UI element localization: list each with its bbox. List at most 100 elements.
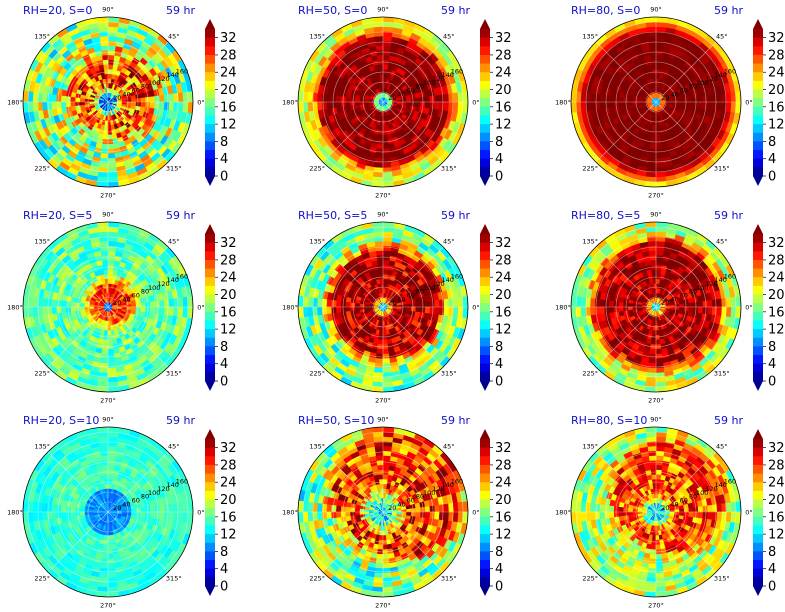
heat-cell: [321, 101, 328, 111]
heat-cell: [316, 306, 323, 316]
heat-cell: [99, 40, 109, 47]
heat-cell: [650, 134, 657, 141]
angle-tick-label: 315°: [166, 164, 182, 172]
colorbar-extend-top: [753, 19, 763, 29]
colorbar-segment: [205, 355, 215, 365]
heat-cell: [647, 162, 657, 169]
colorbar-segment: [480, 115, 490, 125]
heat-cell: [410, 306, 417, 312]
heat-cell: [107, 250, 116, 256]
heat-cell: [608, 101, 615, 109]
heat-cell: [321, 306, 328, 316]
heat-cell: [326, 101, 332, 110]
heat-cell: [651, 125, 657, 131]
colorbar-segment: [753, 132, 763, 142]
heat-cell: [163, 306, 170, 316]
heat-cell: [378, 129, 384, 136]
polar-panel: RH=20, S=5 59 hr0°45°90°135°180°225°270°3…: [7, 209, 236, 405]
heat-cell: [126, 101, 132, 106]
heat-cell: [655, 68, 661, 75]
heat-cell: [46, 298, 53, 308]
heat-cell: [655, 54, 663, 61]
colorbar-segment: [753, 29, 763, 39]
colorbar-segment: [480, 355, 490, 365]
colorbar-tick-label: 16: [220, 305, 237, 320]
radial-tick-label: 20: [388, 299, 396, 307]
polar-panel: RH=50, S=0 59 hr0°45°90°135°180°225°270°3…: [282, 4, 511, 200]
colorbar-segment: [205, 98, 215, 108]
heat-cell: [382, 157, 392, 164]
colorbar-segment: [480, 363, 490, 373]
heat-cell: [168, 101, 175, 111]
colorbar-segment: [480, 372, 490, 382]
angle-tick-label: 225°: [309, 164, 325, 172]
heat-cell: [107, 362, 117, 369]
colorbar-segment: [205, 311, 215, 321]
heat-cell: [382, 40, 392, 47]
colorbar-segment: [480, 106, 490, 116]
colorbar-segment: [753, 63, 763, 73]
heat-cell: [434, 306, 440, 315]
heat-cell: [438, 101, 445, 111]
heat-cell: [107, 245, 117, 252]
heat-cell: [382, 283, 387, 289]
heat-cell: [382, 259, 390, 266]
heat-cell: [374, 157, 384, 164]
heat-cell: [438, 93, 445, 103]
heat-cell: [443, 93, 450, 103]
colorbar-tick-label: 12: [495, 118, 512, 133]
radial-tick-label: 120: [705, 75, 717, 83]
heat-cell: [380, 320, 384, 327]
heat-cell: [168, 298, 175, 308]
heat-cell: [159, 306, 165, 315]
radial-tick-label: 160: [176, 67, 188, 75]
colorbar-segment: [205, 329, 215, 339]
angle-tick-label: 0°: [197, 304, 204, 312]
heat-cell: [711, 93, 718, 103]
heat-cell: [100, 153, 109, 159]
heat-cell: [674, 101, 680, 106]
heat-cell: [711, 101, 718, 111]
heat-cell: [382, 240, 392, 247]
heat-cell: [100, 358, 109, 364]
angle-tick-label: 135°: [582, 33, 598, 41]
heat-cell: [107, 40, 117, 47]
heat-cell: [378, 125, 384, 131]
heat-cell: [69, 301, 76, 308]
heat-cell: [100, 45, 109, 51]
heat-cell: [46, 306, 53, 316]
heat-cell: [589, 101, 596, 111]
heat-cell: [107, 78, 112, 84]
heat-cell: [679, 306, 685, 312]
heat-cell: [608, 95, 615, 103]
heat-cell: [335, 95, 342, 103]
heat-cell: [632, 303, 638, 308]
heat-cell: [655, 35, 665, 42]
heat-cell: [69, 96, 76, 103]
colorbar-segment: [205, 242, 215, 252]
colorbar-segment: [480, 294, 490, 304]
heat-cell: [599, 101, 605, 110]
colorbar-segment: [753, 54, 763, 64]
colorbar-segment: [753, 141, 763, 151]
heat-cell: [104, 120, 109, 126]
heat-cell: [103, 334, 109, 341]
colorbar-tick-label: 8: [495, 135, 503, 150]
radial-tick-label: 100: [423, 79, 435, 87]
heat-cell: [335, 101, 342, 109]
colorbar-segment: [480, 251, 490, 261]
heat-cell: [359, 98, 365, 103]
heat-cell: [107, 348, 115, 355]
heat-cell: [159, 299, 165, 308]
radial-tick-label: 20: [113, 299, 121, 307]
angle-tick-label: 315°: [714, 164, 730, 172]
radial-tick-label: 160: [176, 272, 188, 280]
heat-cell: [382, 358, 391, 364]
panel-time-label: 59 hr: [441, 209, 470, 222]
heat-cell: [697, 95, 704, 103]
heat-cell: [326, 94, 332, 103]
radial-tick-label: 20: [113, 94, 121, 102]
colorbar-tick-label: 0: [220, 170, 228, 185]
colorbar-segment: [205, 337, 215, 347]
